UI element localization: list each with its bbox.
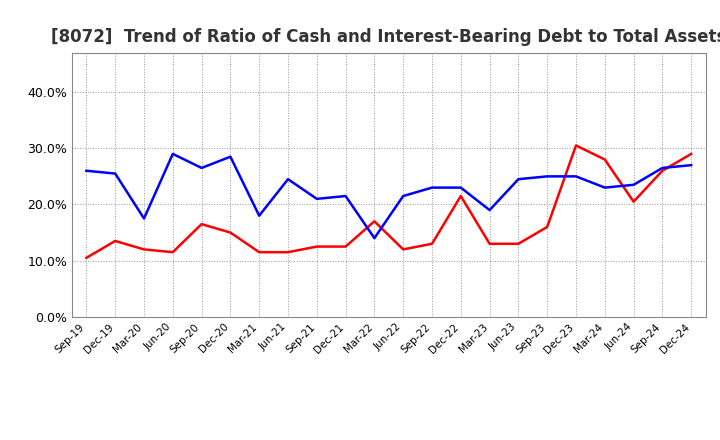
Interest-Bearing Debt: [197, 165, 206, 171]
Cash: [111, 238, 120, 244]
Cash: [629, 199, 638, 204]
Cash: [485, 241, 494, 246]
Cash: [82, 255, 91, 260]
Interest-Bearing Debt: [658, 165, 667, 171]
Interest-Bearing Debt: [284, 176, 292, 182]
Line: Interest-Bearing Debt: Interest-Bearing Debt: [86, 154, 691, 238]
Interest-Bearing Debt: [428, 185, 436, 190]
Line: Cash: Cash: [86, 146, 691, 258]
Cash: [658, 168, 667, 173]
Interest-Bearing Debt: [82, 168, 91, 173]
Interest-Bearing Debt: [312, 196, 321, 202]
Interest-Bearing Debt: [572, 174, 580, 179]
Interest-Bearing Debt: [399, 194, 408, 199]
Cash: [312, 244, 321, 249]
Cash: [456, 194, 465, 199]
Cash: [687, 151, 696, 157]
Cash: [514, 241, 523, 246]
Cash: [284, 249, 292, 255]
Cash: [543, 224, 552, 230]
Title: [8072]  Trend of Ratio of Cash and Interest-Bearing Debt to Total Assets: [8072] Trend of Ratio of Cash and Intere…: [51, 28, 720, 46]
Legend: Cash, Interest-Bearing Debt: Cash, Interest-Bearing Debt: [238, 435, 539, 440]
Interest-Bearing Debt: [370, 235, 379, 241]
Interest-Bearing Debt: [226, 154, 235, 159]
Cash: [572, 143, 580, 148]
Cash: [255, 249, 264, 255]
Cash: [370, 219, 379, 224]
Interest-Bearing Debt: [140, 216, 148, 221]
Interest-Bearing Debt: [543, 174, 552, 179]
Interest-Bearing Debt: [456, 185, 465, 190]
Interest-Bearing Debt: [341, 194, 350, 199]
Interest-Bearing Debt: [168, 151, 177, 157]
Cash: [140, 247, 148, 252]
Interest-Bearing Debt: [514, 176, 523, 182]
Interest-Bearing Debt: [111, 171, 120, 176]
Interest-Bearing Debt: [687, 162, 696, 168]
Cash: [600, 157, 609, 162]
Cash: [341, 244, 350, 249]
Cash: [226, 230, 235, 235]
Interest-Bearing Debt: [629, 182, 638, 187]
Cash: [428, 241, 436, 246]
Interest-Bearing Debt: [485, 207, 494, 213]
Cash: [197, 221, 206, 227]
Interest-Bearing Debt: [255, 213, 264, 218]
Cash: [168, 249, 177, 255]
Cash: [399, 247, 408, 252]
Interest-Bearing Debt: [600, 185, 609, 190]
